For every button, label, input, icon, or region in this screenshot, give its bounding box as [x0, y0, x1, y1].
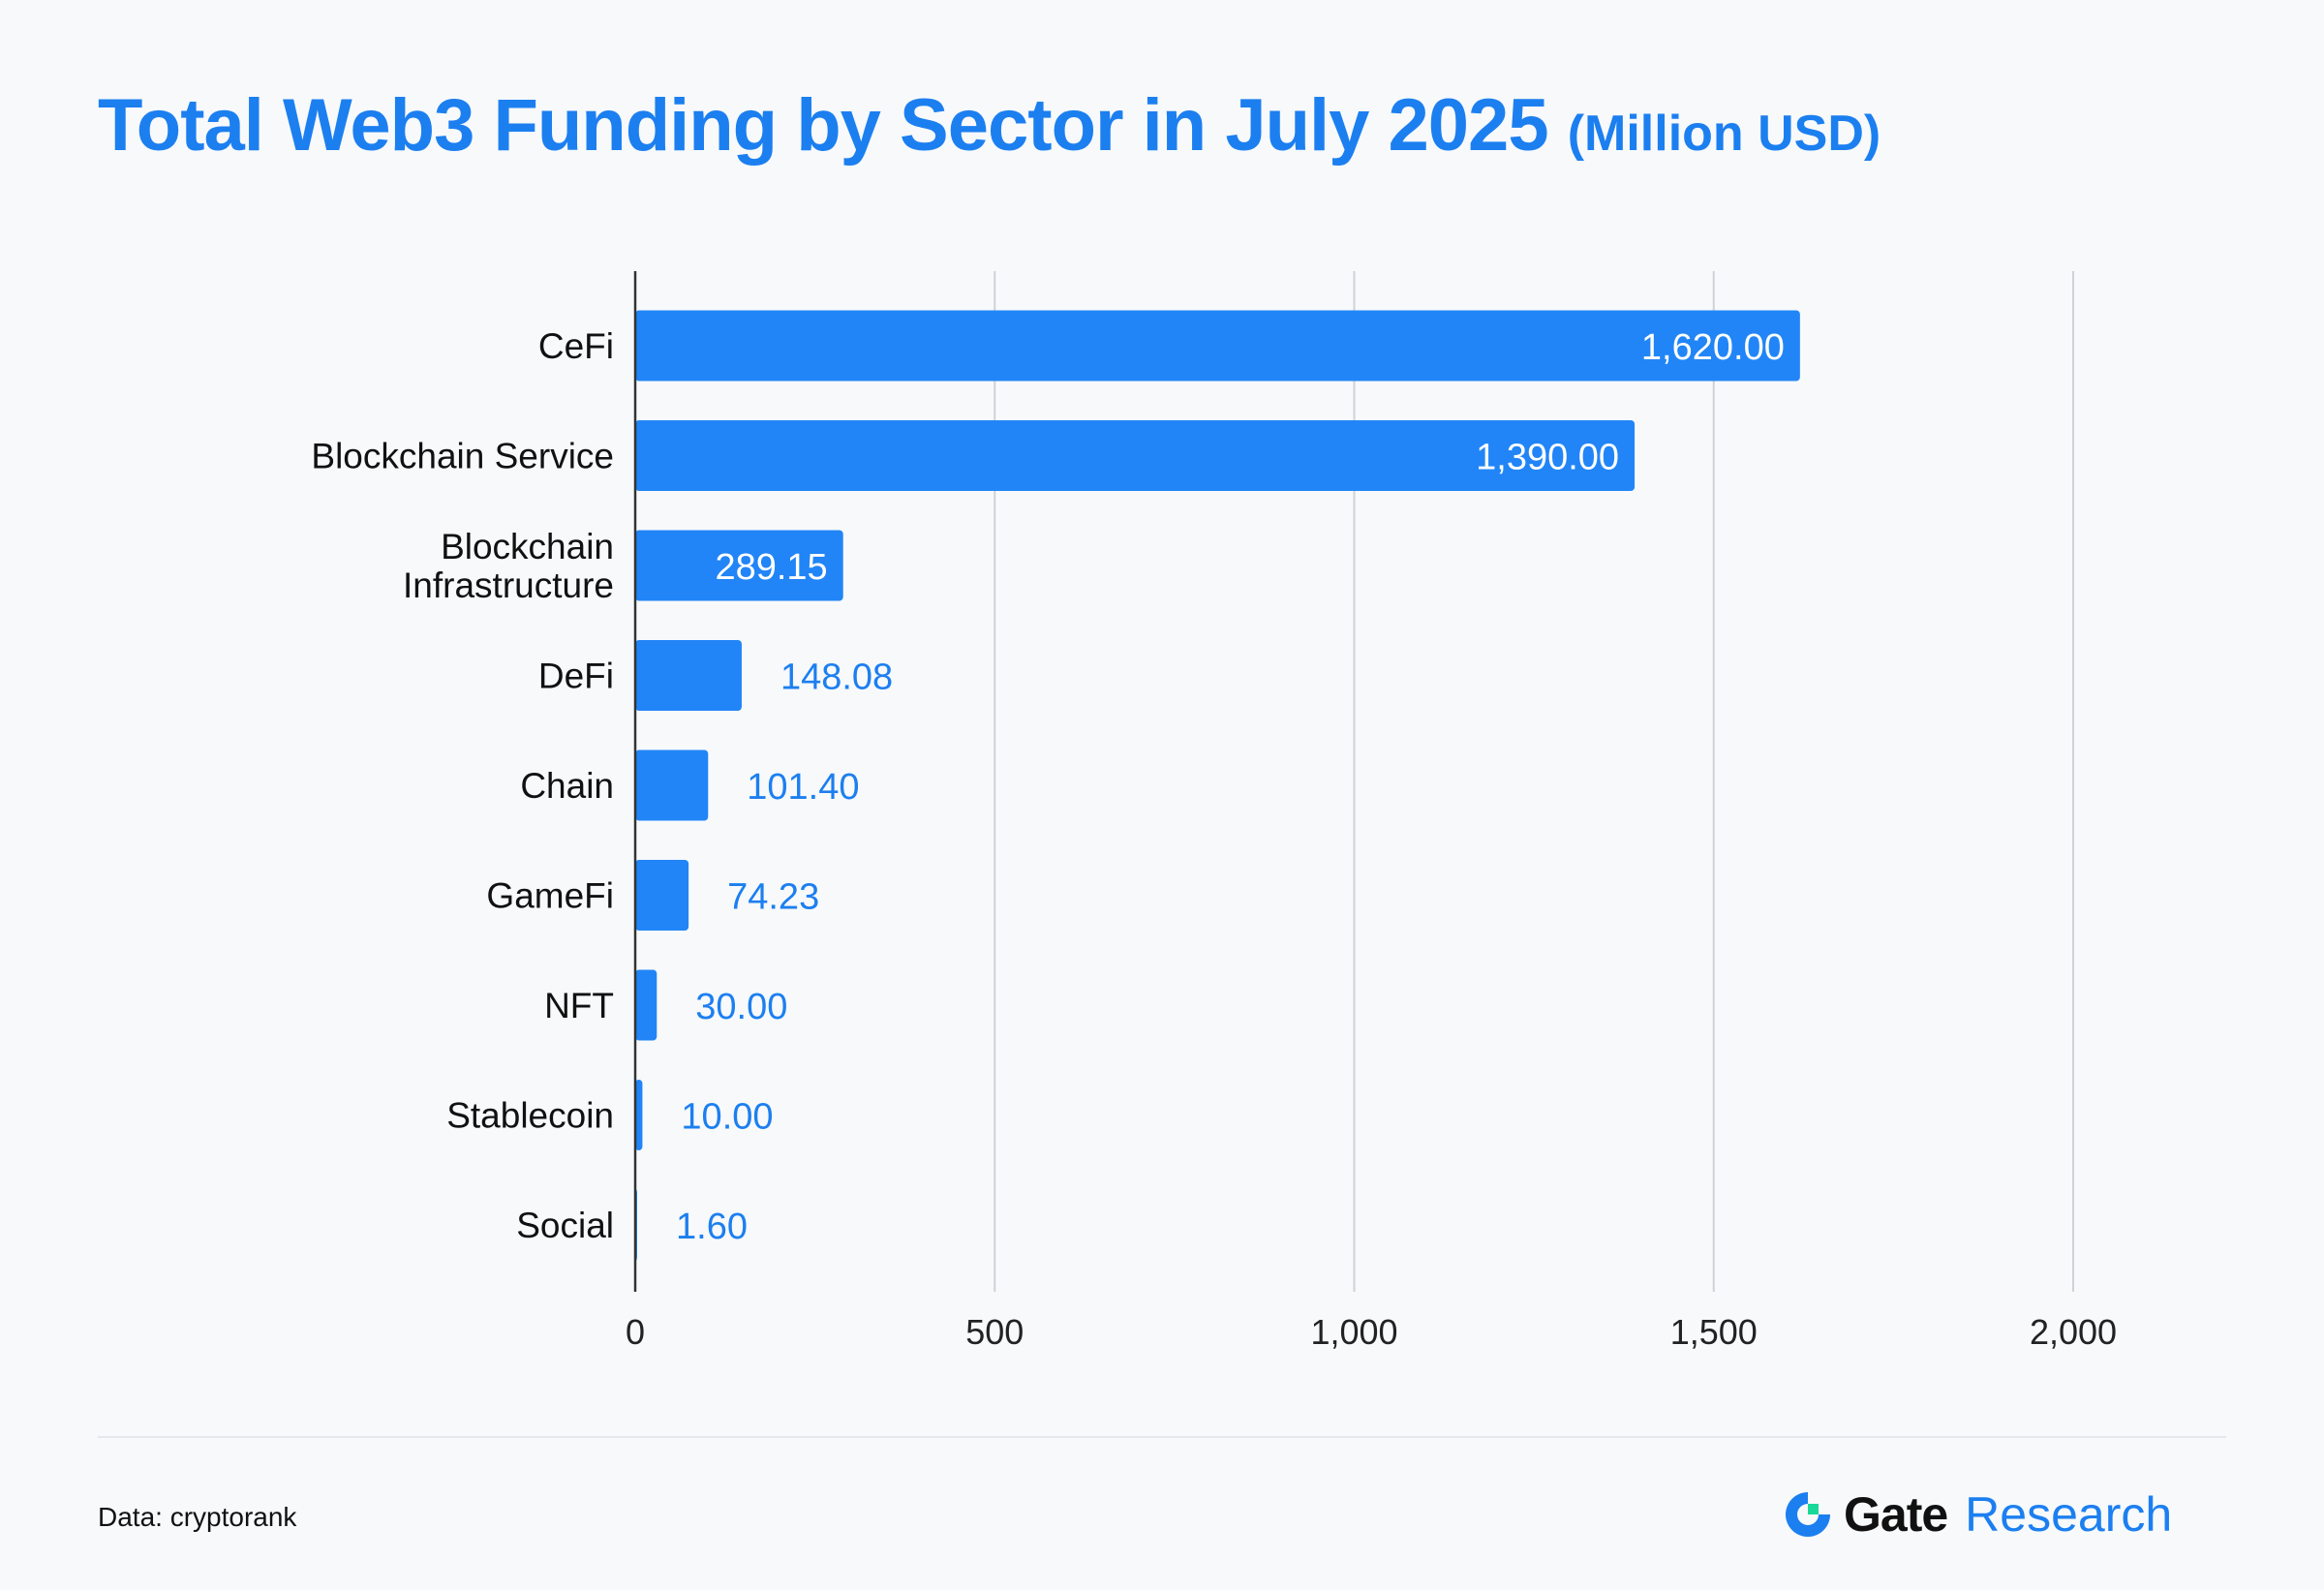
data-label: 289.15	[715, 547, 827, 588]
x-tick-label: 2,000	[2030, 1312, 2117, 1352]
data-label: 1,620.00	[1641, 327, 1785, 368]
category-label: DeFi	[538, 657, 614, 696]
data-label: 1.60	[676, 1207, 748, 1247]
category-label: Social	[516, 1206, 614, 1245]
footer-divider	[98, 1436, 2226, 1438]
x-tick-label: 0	[626, 1312, 645, 1352]
bar	[635, 530, 843, 601]
category-label: CeFi	[538, 326, 614, 366]
chart-title-unit: (Million USD)	[1567, 106, 1881, 162]
category-label: Blockchain	[441, 527, 614, 566]
bar	[635, 969, 657, 1041]
data-label: 1,390.00	[1476, 438, 1619, 478]
brand-logo: Gate Research	[1782, 1485, 2172, 1544]
bar	[635, 310, 1800, 382]
bar	[635, 860, 689, 931]
data-source: Data: cryptorank	[98, 1502, 297, 1532]
data-label: 74.23	[727, 877, 819, 918]
chart-title-main: Total Web3 Funding by Sector in July 202…	[98, 84, 1549, 167]
category-label: NFT	[544, 986, 614, 1025]
gate-logo-icon	[1786, 1492, 1830, 1537]
data-label: 10.00	[681, 1097, 773, 1138]
bar	[635, 420, 1636, 491]
chart-title: Total Web3 Funding by Sector in July 202…	[98, 89, 1881, 163]
data-label: 30.00	[695, 987, 787, 1027]
x-tick-label: 500	[965, 1312, 1024, 1352]
category-label: Chain	[520, 766, 614, 806]
x-tick-label: 1,000	[1310, 1312, 1397, 1352]
bar	[635, 1080, 643, 1150]
category-label: Stablecoin	[446, 1096, 614, 1136]
category-label: Infrastructure	[403, 566, 614, 605]
category-label: Blockchain Service	[311, 437, 614, 476]
category-label: GameFi	[486, 876, 614, 916]
bar	[635, 640, 742, 711]
data-label: 101.40	[747, 767, 859, 808]
brand-name: Gate	[1844, 1487, 1948, 1542]
data-label: 148.08	[780, 657, 893, 698]
brand-suffix: Research	[1965, 1487, 2173, 1542]
x-tick-label: 1,500	[1670, 1312, 1758, 1352]
bar	[635, 749, 709, 821]
bar-chart: 0 500 1,000 1,500 2,000 CeFi 1,620.00 Blockchai…	[311, 271, 2117, 1352]
